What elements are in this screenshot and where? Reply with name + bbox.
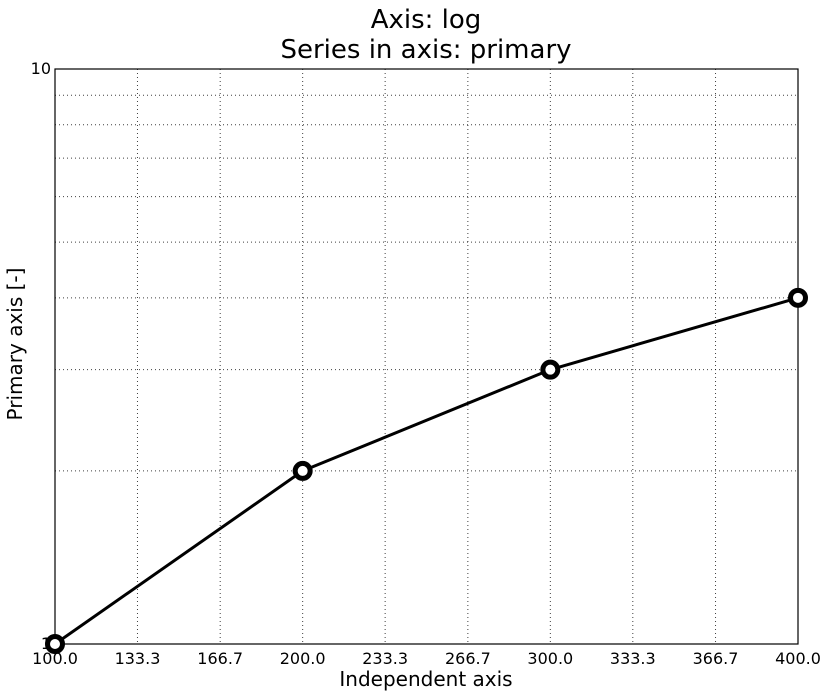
grid: [54, 68, 799, 645]
x-tick-label: 166.7: [197, 649, 243, 668]
x-tick-label: 333.3: [610, 649, 656, 668]
x-tick-label: 400.0: [775, 649, 821, 668]
x-tick-label: 233.3: [362, 649, 408, 668]
y-tick-label: 10: [31, 59, 51, 78]
x-tick-label: 133.3: [115, 649, 161, 668]
x-tick-label: 300.0: [527, 649, 573, 668]
y-axis-label: Primary axis [-]: [3, 268, 27, 421]
plot-area-frame: [54, 68, 799, 645]
series-layer: [45, 287, 808, 654]
x-tick-label: 200.0: [280, 649, 326, 668]
series-line: [54, 296, 799, 646]
chart-title: Axis: log: [371, 5, 482, 35]
data-point: [788, 287, 808, 308]
chart-subtitle: Series in axis: primary: [280, 35, 571, 65]
x-axis-label: Independent axis: [339, 667, 512, 691]
x-tick-label: 366.7: [693, 649, 739, 668]
x-tick-label: 266.7: [445, 649, 491, 668]
data-point: [45, 634, 65, 654]
tick-labels: 100.0 133.3 166.7 200.0 233.3 266.7 300.0 333.3…: [31, 59, 821, 668]
data-point: [540, 359, 561, 380]
data-point: [292, 460, 313, 481]
x-tick-label: 100.0: [32, 649, 78, 668]
y-tick-label: 1: [41, 634, 51, 653]
